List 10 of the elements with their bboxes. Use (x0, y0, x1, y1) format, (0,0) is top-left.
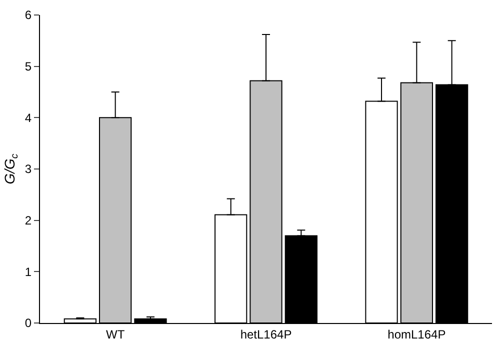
x-tick-label: hetL164P (240, 327, 292, 342)
y-tick-label: 5 (24, 60, 32, 74)
y-tick-label: 4 (24, 110, 32, 125)
y-tick-label: 3 (24, 162, 32, 176)
y-tick-label: 0 (24, 316, 32, 330)
y-tick-label: 2 (24, 214, 32, 228)
y-tick-label: 6 (24, 8, 32, 22)
x-tick-label: WT (106, 327, 126, 342)
y-tick-label: 1 (24, 264, 32, 279)
x-tick-label: homL164P (388, 327, 446, 342)
